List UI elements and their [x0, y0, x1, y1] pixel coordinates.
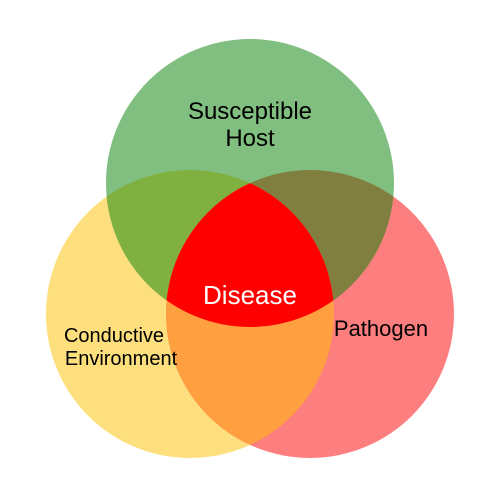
label-susceptible-host-line1: Susceptible: [188, 98, 312, 125]
label-susceptible-host-line2: Host: [225, 125, 275, 152]
label-pathogen: Pathogen: [334, 316, 428, 341]
label-disease: Disease: [203, 280, 297, 310]
label-conductive-environment-line1: Conductive: [64, 325, 164, 347]
label-conductive-environment-line2: Environment: [65, 348, 178, 370]
